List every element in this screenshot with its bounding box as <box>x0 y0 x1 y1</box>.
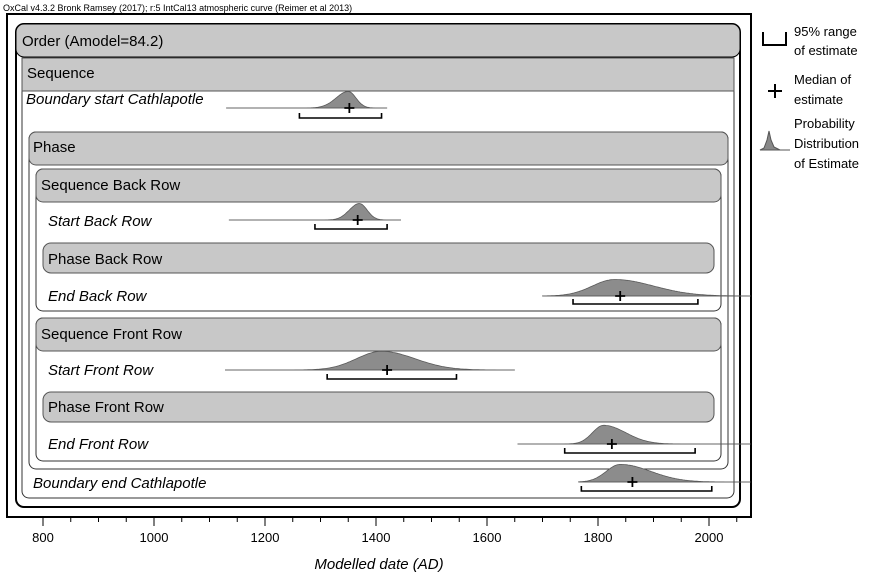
series-label: Boundary end Cathlapotle <box>33 475 206 492</box>
header-text: OxCal v4.3.2 Bronk Ramsey (2017); r:5 In… <box>3 3 352 13</box>
series-label: Boundary start Cathlapotle <box>26 91 204 108</box>
range-95 <box>572 299 699 305</box>
phase-front-row-header-label: Phase Front Row <box>48 399 164 416</box>
sequence-back-row-header-label: Sequence Back Row <box>41 177 180 194</box>
phase-back-row-header-label: Phase Back Row <box>48 251 162 268</box>
legend: 95% range of estimate Median of estimate… <box>759 24 859 171</box>
x-axis: 800 1000 1200 1400 1600 1800 2000 <box>32 517 738 545</box>
x-tick-label: 1400 <box>362 530 391 545</box>
series-label: Start Back Row <box>48 213 153 230</box>
legend-range-text: 95% range <box>794 24 857 39</box>
phase-back-row-header-bar <box>42 242 715 274</box>
phase-header-label: Phase <box>33 139 76 156</box>
median-marker <box>615 291 626 301</box>
x-tick-label: 1600 <box>473 530 502 545</box>
legend-range-text: of estimate <box>794 43 858 58</box>
order-header-label: Order (Amodel=84.2) <box>22 33 163 50</box>
legend-distribution-text: Probability <box>794 116 855 131</box>
phase-header-bar <box>28 131 729 166</box>
distribution <box>542 279 751 297</box>
phase-front-row-header-bar <box>42 391 715 423</box>
median-marker <box>352 215 363 225</box>
range-95 <box>314 224 388 230</box>
median-marker <box>627 477 638 487</box>
legend-distribution-text: of Estimate <box>794 156 859 171</box>
median-marker <box>606 439 617 449</box>
sequence-header-label: Sequence <box>27 65 95 82</box>
series-label: Start Front Row <box>48 362 154 379</box>
series-layer <box>225 91 751 492</box>
series-label: End Back Row <box>48 288 148 305</box>
sequence-back-row-header-bar <box>35 168 722 203</box>
legend-distribution-icon <box>759 130 781 151</box>
legend-distribution-text: Distribution <box>794 136 859 151</box>
x-tick-label: 1800 <box>584 530 613 545</box>
x-tick-label: 1200 <box>251 530 280 545</box>
range-95 <box>563 448 696 454</box>
sequence-header-bar <box>21 57 735 92</box>
sequence-front-row-header-label: Sequence Front Row <box>41 326 182 343</box>
order-header-bar <box>15 23 741 58</box>
x-tick-label: 2000 <box>695 530 724 545</box>
series-label: End Front Row <box>48 436 149 453</box>
x-tick-label: 1000 <box>140 530 169 545</box>
range-95 <box>298 113 383 119</box>
range-95 <box>580 486 713 492</box>
sequence-front-row-header-bar <box>35 317 722 352</box>
legend-median-icon <box>768 84 782 98</box>
legend-median-text: estimate <box>794 92 843 107</box>
legend-median-text: Median of <box>794 72 851 87</box>
range-95 <box>326 374 458 380</box>
x-axis-label: Modelled date (AD) <box>314 556 443 573</box>
legend-range-icon <box>762 32 787 46</box>
x-tick-label: 800 <box>32 530 54 545</box>
median-marker <box>382 365 393 375</box>
median-marker <box>344 103 355 113</box>
